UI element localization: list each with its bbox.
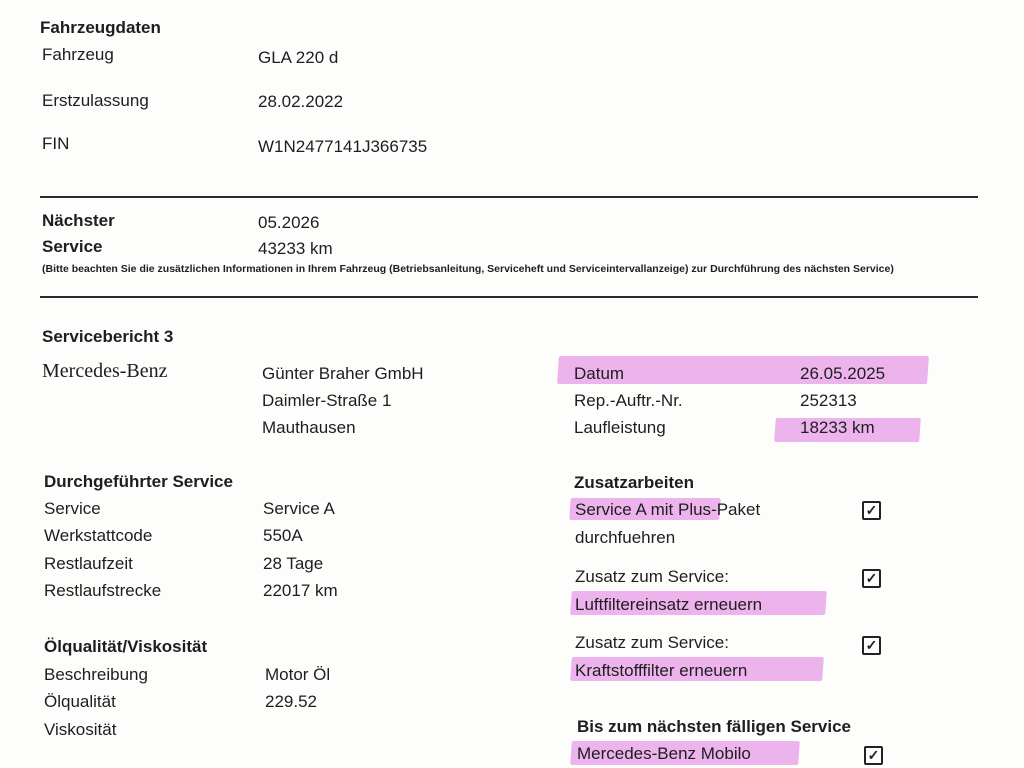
extra-item-2-line2: Luftfiltereinsatz erneuern [575,595,763,614]
next-service-label-1: Nächster [42,211,115,230]
value-registration: 28.02.2022 [258,92,344,111]
report-heading: Servicebericht 3 [42,327,174,346]
brand-logo: Mercedes-Benz [42,360,168,382]
label-date: Datum [574,364,625,383]
extra-item-2-line1: Zusatz zum Service: [575,567,729,586]
label-registration: Erstzulassung [42,91,149,110]
next-service-label-2: Service [42,237,103,256]
dealer-name: Günter Braher GmbH [262,364,424,383]
label-remaining-distance: Restlaufstrecke [44,581,162,600]
label-order-no: Rep.-Auftr.-Nr. [574,391,683,410]
value-order-no: 252313 [800,391,857,410]
value-vehicle: GLA 220 d [258,48,339,67]
label-description: Beschreibung [44,665,148,684]
label-oil-quality: Ölqualität [44,692,116,711]
value-oil-quality: 229.52 [265,692,317,711]
value-service: Service A [263,499,335,518]
extra-item-1-checkbox[interactable]: ✓ [862,501,881,520]
extra-item-1-line2: durchfuehren [575,528,676,547]
value-mileage: 18233 km [800,418,875,437]
label-mileage: Laufleistung [574,418,666,437]
label-fin: FIN [42,134,70,153]
extra-item-2-checkbox[interactable]: ✓ [862,569,881,588]
performed-heading: Durchgeführter Service [44,472,233,491]
label-viscosity: Viskosität [44,720,117,739]
next-service-mileage: 43233 km [258,239,333,258]
label-workshop-code: Werkstattcode [44,526,153,545]
mobilo-label: Mercedes-Benz Mobilo [577,744,751,763]
divider [40,196,978,198]
extra-heading: Zusatzarbeiten [574,473,694,492]
label-service: Service [44,499,101,518]
extra-item-1-line1: Service A mit Plus-Paket [575,500,761,519]
vehicle-heading: Fahrzeugdaten [40,18,161,37]
until-next-heading: Bis zum nächsten fälligen Service [577,717,851,736]
value-workshop-code: 550A [263,526,303,545]
value-remaining-distance: 22017 km [263,581,338,600]
label-vehicle: Fahrzeug [42,45,114,64]
value-fin: W1N2477141J366735 [258,137,428,156]
value-remaining-time: 28 Tage [263,554,324,573]
value-description: Motor Öl [265,665,331,684]
next-service-note: (Bitte beachten Sie die zusätzlichen Inf… [42,263,894,275]
divider [40,296,978,298]
mobilo-checkbox[interactable]: ✓ [864,746,883,765]
next-service-date: 05.2026 [258,213,320,232]
extra-item-3-checkbox[interactable]: ✓ [862,636,881,655]
value-date: 26.05.2025 [800,364,886,383]
label-remaining-time: Restlaufzeit [44,554,133,573]
extra-item-3-line2: Kraftstofffilter erneuern [575,661,748,680]
dealer-street: Daimler-Straße 1 [262,391,392,410]
extra-item-3-line1: Zusatz zum Service: [575,633,729,652]
dealer-city: Mauthausen [262,418,356,437]
oil-heading: Ölqualität/Viskosität [44,637,208,656]
